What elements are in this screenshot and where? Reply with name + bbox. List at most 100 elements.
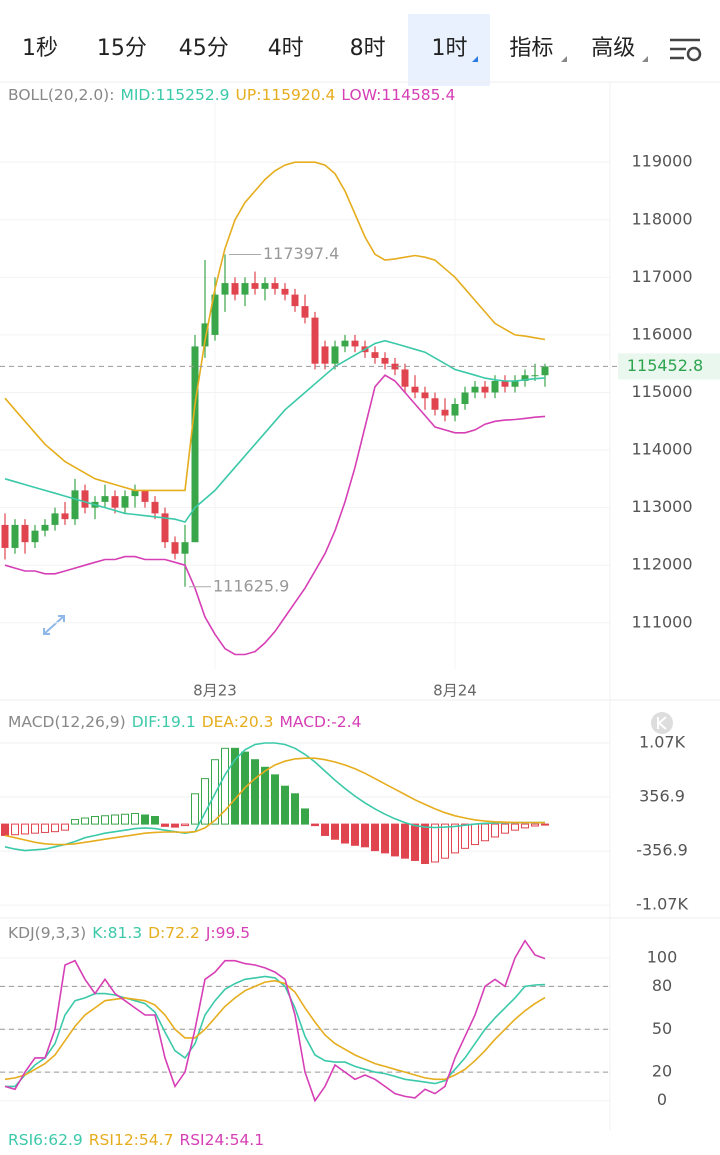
candle-body — [261, 283, 269, 289]
macd-bar — [301, 808, 309, 825]
candle-body — [11, 524, 19, 548]
macd-bar — [201, 778, 209, 825]
macd-bar — [121, 813, 129, 825]
high-label: 117397.4 — [263, 244, 339, 263]
candle-body — [121, 496, 129, 508]
indicator-line — [4, 939, 546, 1103]
y-tick-label: 100 — [647, 947, 678, 966]
candle-body — [221, 283, 229, 295]
macd-bar — [481, 823, 489, 842]
candle-body — [371, 352, 379, 358]
candle-body — [161, 513, 169, 543]
tab[interactable]: 高级 — [591, 36, 635, 61]
dropdown-arrow — [472, 56, 478, 62]
legend-value: 19.1 — [161, 713, 196, 731]
tab[interactable]: 15分 — [97, 36, 147, 61]
macd-bar — [511, 823, 519, 831]
macd-bar — [391, 823, 399, 857]
tab[interactable]: 4时 — [268, 36, 304, 61]
macd-bar — [41, 823, 49, 833]
legend-value: 81.3 — [108, 924, 143, 942]
legend-name: MID: — [120, 86, 155, 104]
indicator-line — [4, 374, 546, 656]
y-tick-label: -356.9 — [636, 841, 688, 860]
rsi-header: RSI6:62.9 RSI12:54.7 RSI24:54.1 — [8, 1131, 264, 1149]
indicator-line — [4, 979, 546, 1081]
rsi-name: RSI12: — [89, 1131, 139, 1149]
macd-bar — [51, 823, 59, 833]
y-tick-label: 115000 — [631, 382, 692, 401]
x-tick-label: 8月23 — [193, 682, 237, 700]
last-price-box — [618, 353, 720, 380]
candle-body — [1, 524, 9, 548]
macd-bar — [371, 823, 379, 852]
y-tick-label: 117000 — [631, 267, 692, 286]
x-tick-label: 8月24 — [433, 682, 477, 700]
tab[interactable]: 1时 — [432, 36, 468, 61]
candle-body — [421, 392, 429, 399]
y-tick-label: 20 — [652, 1062, 672, 1081]
candle-body — [321, 346, 329, 364]
macd-bar — [351, 823, 359, 846]
indicator-line — [4, 161, 546, 492]
candle-body — [21, 524, 29, 543]
y-tick-label: 356.9 — [639, 787, 685, 806]
macd-bar — [471, 823, 479, 846]
candle-body — [111, 496, 119, 508]
macd-bar — [281, 785, 289, 825]
candle-body — [151, 501, 159, 514]
indicator-header: MACD(12,26,9) DIF:19.1 DEA:20.3 MACD:-2.4 — [8, 713, 361, 731]
candle-body — [201, 323, 209, 347]
y-tick-label: 116000 — [631, 324, 692, 343]
macd-bar — [151, 816, 159, 825]
candle-body — [71, 490, 79, 520]
macd-bar — [501, 823, 509, 834]
macd-bar — [91, 816, 99, 825]
legend-value: 20.3 — [239, 713, 274, 731]
macd-bar — [191, 793, 199, 825]
candle-body — [351, 340, 359, 347]
macd-bar — [311, 823, 319, 827]
tab[interactable]: 8时 — [350, 36, 386, 61]
candle-body — [431, 398, 439, 410]
y-tick-label: -1.07K — [636, 895, 688, 914]
expand-icon[interactable] — [43, 615, 65, 635]
indicator-line — [4, 742, 545, 852]
indicator-line — [4, 757, 546, 846]
macd-bar — [531, 823, 539, 827]
macd-bar — [181, 823, 189, 827]
tab[interactable]: 45分 — [179, 36, 229, 61]
legend-name: K: — [92, 924, 107, 942]
candle-body — [381, 357, 389, 364]
candle-body — [41, 524, 49, 531]
candle-body — [241, 283, 249, 295]
low-label: 111625.9 — [213, 576, 289, 595]
candle-body — [61, 513, 69, 520]
legend-value: -2.4 — [331, 713, 361, 731]
tab[interactable]: 1秒 — [22, 36, 58, 61]
legend-name: LOW: — [341, 86, 381, 104]
macd-bar — [171, 823, 179, 828]
tab[interactable]: 指标 — [509, 36, 553, 61]
candle-body — [171, 542, 179, 554]
candle-body — [521, 375, 529, 381]
macd-bar — [331, 823, 339, 840]
candle-body — [481, 386, 489, 393]
candle-body — [31, 530, 39, 543]
macd-bar — [541, 823, 549, 826]
indicator-header: KDJ(9,3,3) K:81.3 D:72.2 J:99.5 — [8, 924, 250, 942]
settings-icon[interactable] — [670, 38, 702, 62]
candle-body — [491, 380, 499, 393]
candle-body — [131, 490, 139, 497]
rsi-value: 62.9 — [48, 1131, 83, 1149]
collapse-icon[interactable] — [651, 712, 673, 734]
indicator-name: KDJ(9,3,3) — [8, 924, 86, 942]
macd-bar — [381, 823, 389, 854]
candle-body — [311, 317, 319, 364]
candle-body — [511, 380, 519, 387]
macd-bar — [221, 747, 229, 825]
y-tick-label: 118000 — [631, 209, 692, 228]
macd-bar — [131, 812, 139, 825]
